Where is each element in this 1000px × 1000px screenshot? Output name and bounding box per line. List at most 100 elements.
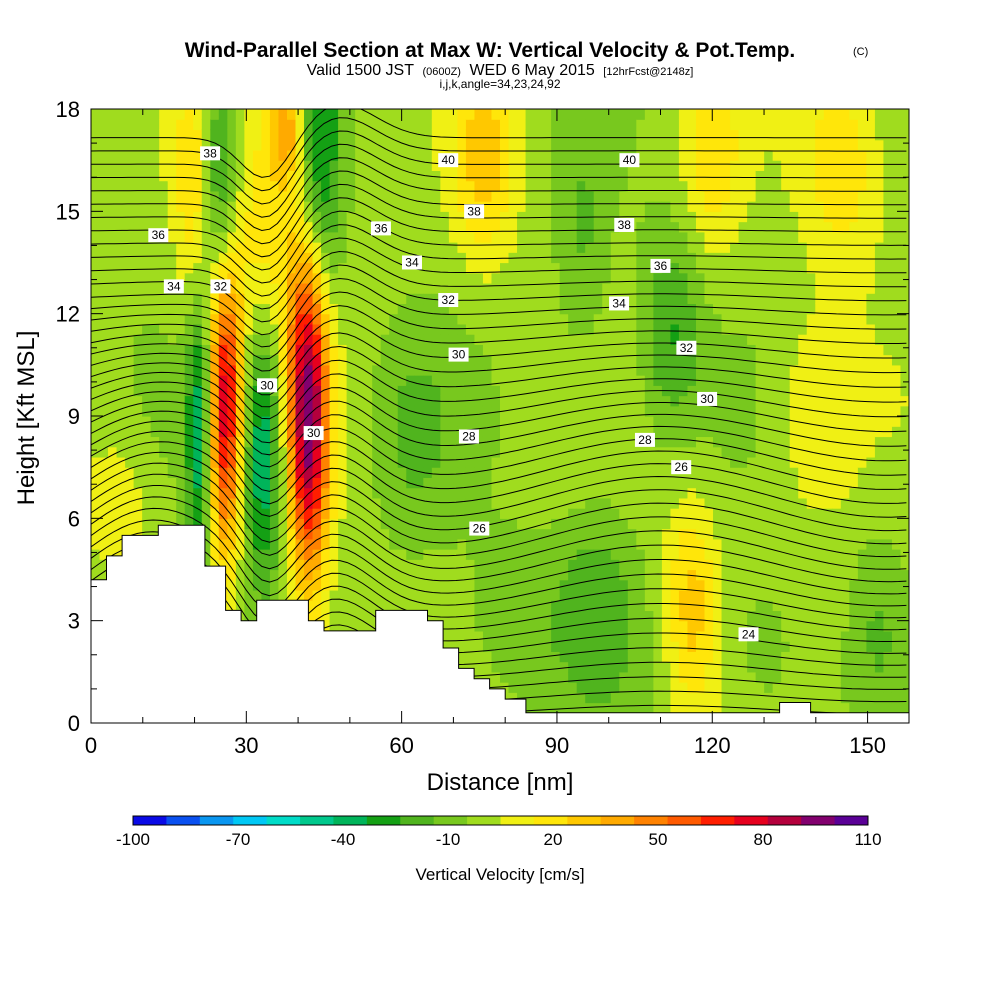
velocity-cell xyxy=(363,538,373,550)
velocity-cell xyxy=(551,170,561,182)
velocity-cell xyxy=(491,303,501,315)
velocity-cell xyxy=(508,569,518,581)
velocity-cell xyxy=(602,190,612,202)
velocity-cell xyxy=(764,487,774,499)
velocity-cell xyxy=(355,508,365,519)
velocity-cell xyxy=(755,272,765,284)
velocity-cell xyxy=(619,252,629,264)
velocity-cell xyxy=(747,405,757,417)
velocity-cell xyxy=(346,313,356,325)
velocity-cell xyxy=(482,538,493,550)
velocity-cell xyxy=(661,620,672,632)
velocity-cell xyxy=(295,344,305,356)
velocity-cell xyxy=(500,334,510,345)
velocity-cell xyxy=(295,313,305,325)
velocity-cell xyxy=(142,313,152,325)
velocity-cell xyxy=(747,671,757,683)
velocity-cell xyxy=(585,620,595,632)
velocity-cell xyxy=(380,559,390,571)
velocity-cell xyxy=(261,201,271,212)
velocity-cell xyxy=(116,375,126,386)
velocity-cell xyxy=(747,231,757,243)
velocity-cell xyxy=(593,231,603,243)
velocity-cell xyxy=(125,231,135,243)
velocity-cell xyxy=(482,190,493,202)
velocity-cell xyxy=(372,477,382,489)
velocity-cell xyxy=(508,313,518,325)
velocity-cell xyxy=(772,487,782,499)
velocity-cell xyxy=(431,231,441,243)
velocity-cell xyxy=(585,334,595,345)
velocity-cell xyxy=(661,477,672,489)
velocity-cell xyxy=(781,334,791,345)
velocity-cell xyxy=(210,323,220,335)
velocity-cell xyxy=(150,201,160,212)
velocity-cell xyxy=(627,293,637,305)
velocity-cell xyxy=(414,364,424,376)
velocity-cell xyxy=(602,139,612,151)
velocity-cell xyxy=(559,334,569,345)
velocity-cell xyxy=(585,201,595,212)
velocity-cell xyxy=(167,293,177,305)
velocity-cell xyxy=(559,549,569,560)
velocity-cell xyxy=(670,528,680,540)
velocity-cell xyxy=(747,385,757,397)
velocity-cell xyxy=(201,528,211,540)
velocity-cell xyxy=(406,508,416,519)
velocity-cell xyxy=(423,160,433,171)
velocity-cell xyxy=(730,549,740,560)
velocity-cell xyxy=(670,569,680,581)
velocity-cell xyxy=(644,610,654,622)
velocity-cell xyxy=(704,364,714,376)
velocity-cell xyxy=(517,344,527,356)
velocity-cell xyxy=(184,497,194,509)
velocity-cell xyxy=(627,170,637,182)
velocity-cell xyxy=(346,528,356,540)
velocity-cell xyxy=(661,559,672,571)
velocity-cell xyxy=(312,364,322,376)
velocity-cell xyxy=(329,569,339,581)
velocity-cell xyxy=(423,129,433,141)
velocity-cell xyxy=(661,641,672,652)
velocity-cell xyxy=(329,508,339,519)
velocity-cell xyxy=(627,477,637,489)
velocity-cell xyxy=(713,446,723,458)
velocity-cell xyxy=(448,487,458,499)
velocity-cell xyxy=(457,610,467,622)
velocity-cell xyxy=(747,682,757,693)
velocity-cell xyxy=(738,559,748,571)
velocity-cell xyxy=(397,538,407,550)
velocity-cell xyxy=(593,385,603,397)
velocity-cell xyxy=(278,160,288,171)
velocity-cell xyxy=(474,190,484,202)
velocity-cell xyxy=(133,467,143,478)
velocity-cell xyxy=(576,641,586,652)
velocity-cell xyxy=(695,416,706,427)
velocity-cell xyxy=(644,487,654,499)
velocity-cell xyxy=(397,201,407,212)
velocity-cell xyxy=(465,446,476,458)
velocity-cell xyxy=(295,436,305,448)
velocity-cell xyxy=(525,221,535,233)
velocity-cell xyxy=(150,272,160,284)
velocity-cell xyxy=(500,641,510,652)
velocity-cell xyxy=(755,436,765,448)
velocity-cell xyxy=(534,170,544,182)
velocity-cell xyxy=(593,242,603,253)
velocity-cell xyxy=(278,497,288,509)
velocity-cell xyxy=(721,589,731,601)
velocity-cell xyxy=(397,549,407,560)
velocity-cell xyxy=(713,528,723,540)
subtitle-valid: Valid 1500 JST xyxy=(307,62,415,79)
velocity-cell xyxy=(431,334,441,345)
velocity-cell xyxy=(167,385,177,397)
velocity-cell xyxy=(713,129,723,141)
velocity-cell xyxy=(713,569,723,581)
velocity-cell xyxy=(704,129,714,141)
velocity-cell xyxy=(269,313,280,325)
velocity-cell xyxy=(653,620,663,632)
velocity-cell xyxy=(397,487,407,499)
velocity-cell xyxy=(99,436,109,448)
velocity-cell xyxy=(755,579,765,591)
velocity-cell xyxy=(525,661,535,673)
